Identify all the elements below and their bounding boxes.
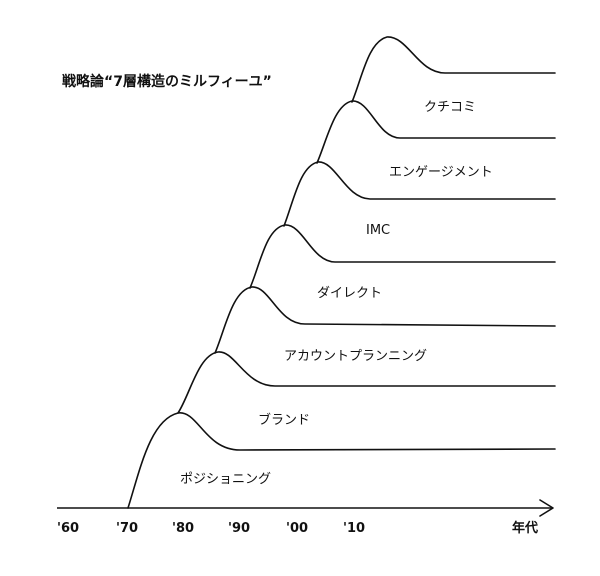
layer-label-7: クチコミ <box>424 100 476 115</box>
layer-label-1: ポジショニング <box>180 472 271 487</box>
layer-curve-4 <box>249 224 556 289</box>
axis-tick-1990: '90 <box>228 521 250 536</box>
layer-label-5: IMC <box>366 223 390 238</box>
diagram-title: 戦略論“7層構造のミルフィーユ” <box>62 73 272 90</box>
layer-label-4: ダイレクト <box>317 286 382 301</box>
axis-tick-2000: '00 <box>286 521 308 536</box>
layer-label-6: エンゲージメント <box>389 165 493 180</box>
layer-curve-2 <box>177 351 556 414</box>
x-axis-arrowhead <box>539 499 554 517</box>
axis-tick-1980: '80 <box>172 521 194 536</box>
layer-curve-1 <box>127 412 556 509</box>
layer-label-2: ブランド <box>258 412 310 428</box>
axis-tick-2010: '10 <box>343 521 365 536</box>
axis-tick-1970: '70 <box>116 521 138 536</box>
axis-unit-label: 年代 <box>512 520 538 536</box>
axis-tick-1960: '60 <box>57 521 79 536</box>
layer-curve-7 <box>351 36 556 103</box>
layer-curve-3 <box>214 286 556 354</box>
layer-label-3: アカウントプランニング <box>284 349 427 364</box>
